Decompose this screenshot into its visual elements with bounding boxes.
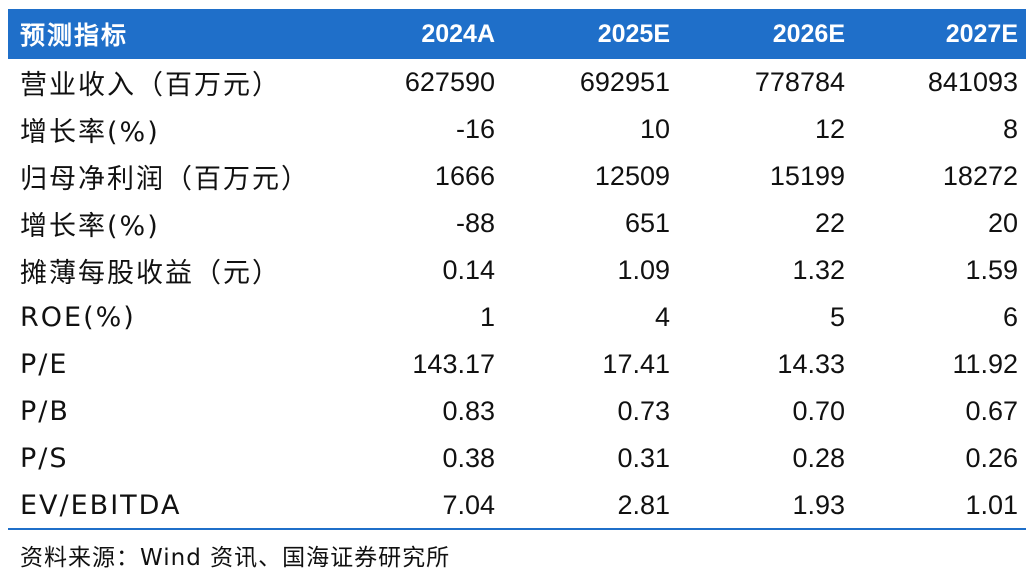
cell-value: 0.26 [965, 443, 1018, 473]
table-row: 增长率(%) -16 10 12 8 [8, 106, 1026, 153]
cell-value: -16 [455, 114, 495, 144]
row-label: 增长率(%) [20, 211, 160, 242]
cell-value: 0.28 [792, 443, 845, 473]
header-2024a: 2024A [421, 19, 495, 48]
header-indicator: 预测指标 [20, 21, 129, 50]
cell-value: 17.41 [602, 349, 670, 379]
row-label: P/B [20, 396, 70, 427]
row-label: 归母净利润（百万元） [20, 164, 310, 195]
cell-value: 5 [829, 302, 845, 332]
cell-value: 651 [624, 208, 670, 238]
table-body: 营业收入（百万元） 627590 692951 778784 841093 增长… [8, 59, 1026, 530]
cell-value: 778784 [754, 67, 845, 97]
table-row: P/E 143.17 17.41 14.33 11.92 [8, 341, 1026, 388]
cell-value: 1666 [434, 161, 495, 191]
cell-value: 1.59 [965, 255, 1018, 285]
table-row: 营业收入（百万元） 627590 692951 778784 841093 [8, 59, 1026, 106]
cell-value: 0.73 [617, 396, 670, 426]
cell-value: 841093 [927, 67, 1018, 97]
cell-value: 2.81 [503, 482, 678, 530]
table-header: 预测指标 2024A 2025E 2026E 2027E [8, 9, 1026, 59]
row-label: 营业收入（百万元） [20, 70, 281, 101]
row-label: EV/EBITDA [8, 482, 316, 530]
cell-value: 627590 [404, 67, 495, 97]
header-2025e: 2025E [597, 19, 670, 48]
cell-value: 12509 [594, 161, 670, 191]
cell-value: 0.31 [617, 443, 670, 473]
header-2026e: 2026E [772, 19, 845, 48]
forecast-table: 预测指标 2024A 2025E 2026E 2027E 营业收入（百万元） 6… [8, 9, 1026, 530]
cell-value: 1.01 [853, 482, 1026, 530]
table-row: P/B 0.83 0.73 0.70 0.67 [8, 388, 1026, 435]
cell-value: 0.70 [792, 396, 845, 426]
cell-value: 0.38 [442, 443, 495, 473]
header-row: 预测指标 2024A 2025E 2026E 2027E [8, 9, 1026, 59]
cell-value: -88 [455, 208, 495, 238]
cell-value: 4 [654, 302, 670, 332]
cell-value: 1.09 [617, 255, 670, 285]
cell-value: 12 [814, 114, 845, 144]
cell-value: 22 [814, 208, 845, 238]
cell-value: 18272 [942, 161, 1018, 191]
cell-value: 10 [639, 114, 670, 144]
cell-value: 7.04 [316, 482, 503, 530]
source-note: 资料来源：Wind 资讯、国海证券研究所 [20, 545, 451, 571]
cell-value: 1 [479, 302, 495, 332]
row-label: 摊薄每股收益（元） [20, 258, 281, 289]
cell-value: 0.67 [965, 396, 1018, 426]
cell-value: 143.17 [412, 349, 495, 379]
cell-value: 692951 [579, 67, 670, 97]
row-label: 增长率(%) [20, 117, 160, 148]
table-row: 摊薄每股收益（元） 0.14 1.09 1.32 1.59 [8, 247, 1026, 294]
cell-value: 8 [1002, 114, 1018, 144]
table-row: P/S 0.38 0.31 0.28 0.26 [8, 435, 1026, 482]
cell-value: 20 [987, 208, 1018, 238]
header-2027e: 2027E [945, 19, 1018, 48]
cell-value: 1.32 [792, 255, 845, 285]
table-row: 增长率(%) -88 651 22 20 [8, 200, 1026, 247]
cell-value: 1.93 [678, 482, 853, 530]
row-label: ROE(%) [20, 302, 136, 333]
cell-value: 0.83 [442, 396, 495, 426]
cell-value: 6 [1002, 302, 1018, 332]
cell-value: 0.14 [442, 255, 495, 285]
row-label: P/S [20, 443, 69, 474]
cell-value: 15199 [769, 161, 845, 191]
cell-value: 11.92 [952, 349, 1018, 379]
cell-value: 14.33 [777, 349, 845, 379]
table-row: ROE(%) 1 4 5 6 [8, 294, 1026, 341]
table-row: 归母净利润（百万元） 1666 12509 15199 18272 [8, 153, 1026, 200]
row-label: P/E [20, 349, 69, 380]
table-row: EV/EBITDA 7.04 2.81 1.93 1.01 [8, 482, 1026, 530]
